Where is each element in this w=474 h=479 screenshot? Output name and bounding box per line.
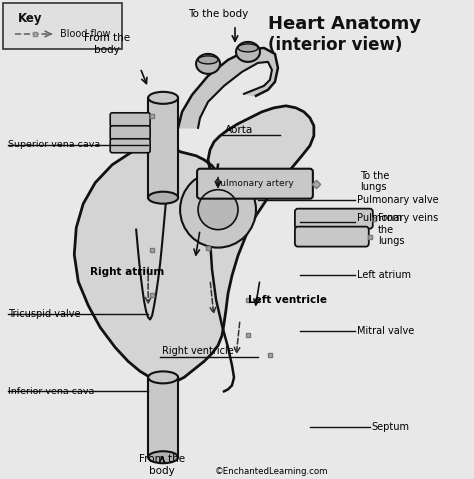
Text: To the
lungs: To the lungs (360, 171, 389, 193)
Ellipse shape (196, 54, 220, 74)
Polygon shape (74, 106, 314, 383)
Text: Superior vena cava: Superior vena cava (9, 140, 100, 149)
FancyBboxPatch shape (110, 126, 150, 140)
FancyBboxPatch shape (110, 139, 150, 153)
Text: Left ventricle: Left ventricle (248, 295, 327, 305)
FancyBboxPatch shape (3, 3, 122, 49)
Ellipse shape (148, 192, 178, 204)
Ellipse shape (148, 92, 178, 104)
Text: Right ventricle: Right ventricle (162, 346, 234, 356)
Text: Pulmonary artery: Pulmonary artery (215, 179, 293, 188)
FancyBboxPatch shape (110, 113, 150, 127)
Circle shape (180, 171, 256, 248)
Text: Left atrium: Left atrium (357, 270, 411, 280)
Polygon shape (178, 48, 278, 128)
Ellipse shape (236, 42, 260, 62)
Ellipse shape (148, 451, 178, 463)
FancyBboxPatch shape (197, 169, 313, 199)
Text: Septum: Septum (372, 422, 410, 432)
Text: To the body: To the body (188, 9, 248, 19)
Text: Pulmonary valve: Pulmonary valve (357, 194, 438, 205)
Circle shape (198, 190, 238, 229)
Text: Pulmonary veins: Pulmonary veins (357, 213, 438, 223)
Text: From the
body: From the body (84, 33, 130, 55)
Text: Mitral valve: Mitral valve (357, 327, 414, 336)
Text: ©EnchantedLearning.com: ©EnchantedLearning.com (215, 467, 328, 476)
Bar (148, 98, 178, 198)
FancyBboxPatch shape (295, 209, 373, 228)
FancyBboxPatch shape (295, 227, 369, 247)
Text: Right atrium: Right atrium (90, 266, 164, 276)
Text: From the
body: From the body (139, 455, 185, 476)
Text: Tricuspid valve: Tricuspid valve (9, 309, 81, 319)
Text: (interior view): (interior view) (268, 36, 402, 54)
Text: Heart Anatomy: Heart Anatomy (268, 15, 421, 33)
Text: Aorta: Aorta (225, 125, 253, 135)
Ellipse shape (198, 56, 218, 64)
Text: Inferior vena cava: Inferior vena cava (9, 387, 95, 396)
Ellipse shape (238, 44, 258, 52)
Text: Blood flow: Blood flow (60, 29, 111, 39)
Bar (148, 377, 178, 457)
Text: Key: Key (18, 12, 43, 25)
Ellipse shape (148, 371, 178, 383)
Text: From
the
lungs: From the lungs (378, 213, 404, 246)
